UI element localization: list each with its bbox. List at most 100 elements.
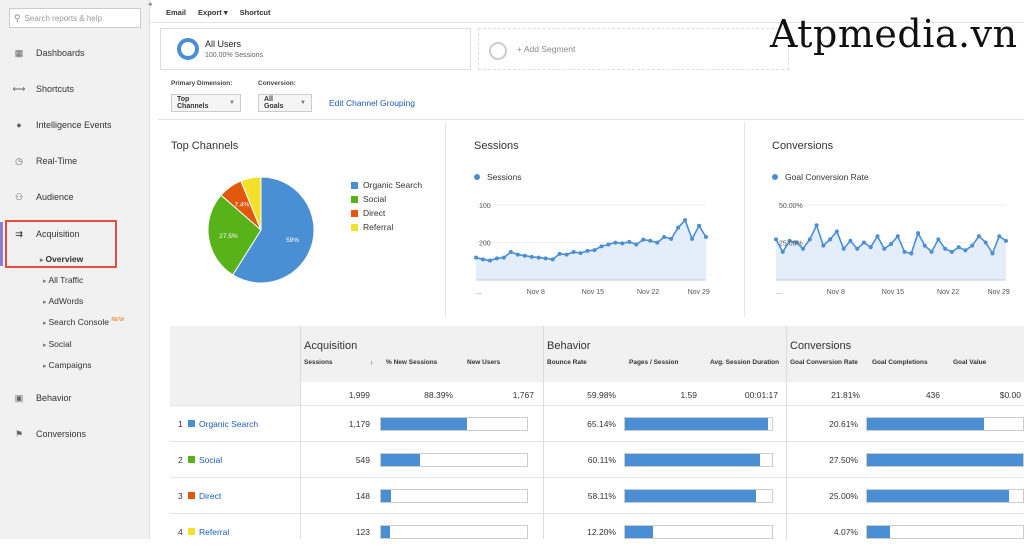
data-point[interactable] [882, 246, 887, 251]
nav-search-console[interactable]: Search Console NEW [43, 317, 124, 327]
data-point[interactable] [613, 240, 618, 245]
data-point[interactable] [550, 257, 555, 262]
data-point[interactable] [536, 255, 541, 260]
collapse-icon[interactable]: ◂ [148, 1, 152, 8]
row-channel-link[interactable]: Referral [199, 527, 230, 537]
data-point[interactable] [855, 246, 860, 251]
data-point[interactable] [571, 249, 576, 254]
shortcut-button[interactable]: Shortcut [239, 8, 271, 17]
nav-all-traffic[interactable]: All Traffic [43, 275, 83, 285]
top-channels-pie[interactable]: 59% 27.5% 7.4% [205, 174, 317, 286]
col-new-sessions[interactable]: % New Sessions [386, 359, 438, 366]
data-point[interactable] [676, 225, 681, 230]
nav-dashboards[interactable]: ▦ Dashboards [0, 43, 150, 63]
data-point[interactable] [557, 251, 562, 256]
data-point[interactable] [848, 238, 853, 243]
nav-intelligence-events[interactable]: ● Intelligence Events [0, 115, 150, 135]
data-point[interactable] [794, 240, 799, 245]
data-point[interactable] [620, 241, 625, 246]
col-bounce-rate[interactable]: Bounce Rate [547, 359, 587, 366]
pie-slice[interactable] [232, 176, 315, 284]
data-point[interactable] [529, 254, 534, 259]
data-point[interactable] [868, 245, 873, 250]
data-point[interactable] [997, 234, 1002, 239]
data-point[interactable] [916, 231, 921, 236]
primary-dimension-select[interactable]: Top Channels ▼ [171, 94, 241, 112]
col-goal-completions[interactable]: Goal Completions [872, 359, 928, 366]
pie-slice[interactable] [207, 194, 262, 276]
data-point[interactable] [983, 240, 988, 245]
data-point[interactable] [909, 251, 914, 256]
data-point[interactable] [889, 242, 893, 247]
data-point[interactable] [922, 243, 927, 248]
nav-audience[interactable]: ⚇ Audience [0, 187, 150, 207]
data-point[interactable] [807, 237, 812, 242]
data-point[interactable] [662, 235, 667, 239]
data-point[interactable] [648, 238, 653, 243]
data-point[interactable] [683, 218, 688, 223]
data-point[interactable] [474, 255, 478, 260]
row-channel-link[interactable]: Direct [199, 491, 222, 501]
nav-behavior[interactable]: ▣ Behavior [0, 388, 150, 408]
col-sessions[interactable]: Sessions ↓ [304, 359, 373, 367]
pie-slice[interactable] [240, 176, 262, 231]
nav-campaigns[interactable]: Campaigns [43, 360, 91, 370]
row-channel-link[interactable]: Social [199, 455, 223, 465]
data-point[interactable] [669, 236, 674, 241]
data-point[interactable] [1004, 238, 1008, 243]
data-point[interactable] [592, 248, 597, 253]
col-avg-duration[interactable]: Avg. Session Duration [710, 359, 780, 366]
data-point[interactable] [861, 240, 866, 245]
row-channel-link[interactable]: Organic Search [199, 419, 259, 429]
data-point[interactable] [970, 243, 975, 248]
nav-shortcuts[interactable]: ⟷ Shortcuts [0, 79, 150, 99]
data-point[interactable] [704, 235, 708, 239]
data-point[interactable] [522, 253, 527, 258]
nav-conversions[interactable]: ⚑ Conversions [0, 424, 150, 444]
segment-all-users[interactable]: All Users 100.00% Sessions [160, 28, 471, 70]
data-point[interactable] [606, 242, 611, 247]
data-point[interactable] [895, 234, 900, 239]
data-point[interactable] [963, 248, 968, 253]
data-point[interactable] [828, 237, 833, 242]
data-point[interactable] [655, 240, 660, 245]
data-point[interactable] [814, 223, 819, 228]
data-point[interactable] [787, 238, 792, 243]
data-point[interactable] [634, 242, 639, 247]
data-point[interactable] [480, 257, 485, 262]
export-button[interactable]: Export ▾ [198, 8, 228, 17]
data-point[interactable] [690, 236, 695, 241]
data-point[interactable] [697, 223, 702, 228]
data-point[interactable] [801, 246, 806, 251]
data-point[interactable] [875, 234, 880, 239]
nav-real-time[interactable]: ◷ Real-Time [0, 151, 150, 171]
col-new-users[interactable]: New Users [467, 359, 501, 366]
col-goal-value[interactable]: Goal Value [953, 359, 987, 366]
data-point[interactable] [780, 249, 785, 254]
conversions-chart[interactable]: 50.00% 25.00%... Nov 8 Nov 15 Nov 22 Nov 29 [772, 188, 1018, 294]
data-point[interactable] [508, 249, 513, 254]
data-point[interactable] [902, 249, 907, 254]
data-point[interactable] [976, 234, 981, 239]
email-button[interactable]: Email [166, 8, 187, 17]
data-point[interactable] [943, 246, 948, 251]
nav-overview[interactable]: Overview [40, 254, 83, 264]
data-point[interactable] [990, 251, 995, 256]
data-point[interactable] [543, 256, 548, 261]
conversion-select[interactable]: All Goals ▼ [258, 94, 312, 112]
edit-channel-grouping-link[interactable]: Edit Channel Grouping [329, 98, 416, 108]
data-point[interactable] [599, 244, 604, 249]
data-point[interactable] [929, 249, 934, 254]
data-point[interactable] [641, 237, 646, 242]
col-pages-session[interactable]: Pages / Session [629, 359, 679, 366]
data-point[interactable] [501, 255, 506, 260]
data-point[interactable] [821, 243, 826, 248]
data-point[interactable] [949, 249, 954, 254]
nav-acquisition[interactable]: ⇉ Acquisition [0, 224, 150, 244]
add-segment[interactable]: + Add Segment [478, 28, 789, 70]
data-point[interactable] [956, 245, 961, 250]
sessions-chart[interactable]: 100 200... Nov 8 Nov 15 Nov 22 Nov 29 [472, 188, 718, 294]
data-point[interactable] [515, 252, 520, 257]
data-point[interactable] [494, 256, 499, 261]
data-point[interactable] [487, 258, 492, 263]
